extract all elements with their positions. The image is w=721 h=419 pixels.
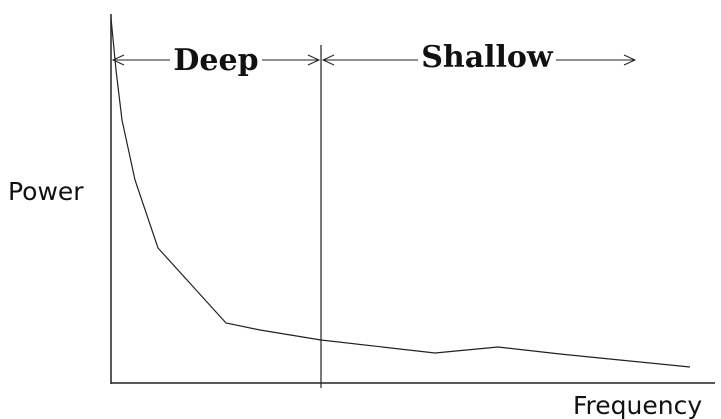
arrowhead <box>111 54 125 66</box>
arrowhead <box>307 54 321 66</box>
region-label: Shallow <box>421 40 554 75</box>
y-axis-label: Power <box>8 177 84 206</box>
power-curve <box>110 17 691 368</box>
x-axis-label: Frequency <box>573 391 702 419</box>
arrowhead <box>321 54 335 66</box>
arrowhead <box>623 54 637 66</box>
region-label: Deep <box>173 43 258 78</box>
